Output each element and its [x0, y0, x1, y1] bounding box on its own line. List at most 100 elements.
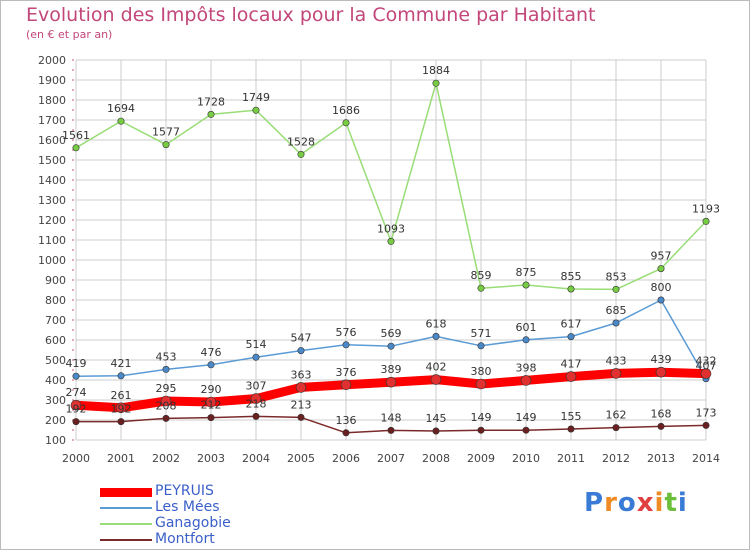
data-label: 1577	[152, 126, 180, 139]
data-label: 569	[381, 327, 402, 340]
data-point	[72, 418, 80, 426]
y-tick-label: 200	[45, 414, 66, 427]
data-point	[385, 376, 397, 388]
data-point	[522, 336, 530, 344]
data-point	[340, 379, 352, 391]
chart-subtitle: (en € et par an)	[26, 28, 113, 41]
data-label: 685	[606, 304, 627, 317]
legend-label: Les Mées	[155, 499, 220, 515]
data-point	[297, 347, 305, 355]
data-point	[567, 285, 575, 293]
data-point	[567, 425, 575, 433]
data-label: 453	[156, 350, 177, 363]
data-label: 1686	[332, 104, 360, 117]
data-label: 855	[561, 270, 582, 283]
data-label: 192	[111, 403, 132, 416]
data-label: 514	[246, 338, 267, 351]
data-label: 1694	[107, 102, 135, 115]
data-label: 859	[471, 269, 492, 282]
legend-label: Ganagobie	[155, 515, 231, 531]
data-point	[342, 429, 350, 437]
data-point	[205, 396, 217, 408]
x-tick-label: 2011	[557, 452, 585, 465]
data-label: 148	[381, 411, 402, 424]
data-point	[520, 375, 532, 386]
data-point	[295, 382, 307, 393]
legend-label: PEYRUIS	[155, 483, 214, 499]
data-point	[477, 342, 485, 350]
data-point	[115, 402, 127, 414]
data-label: 957	[651, 250, 672, 263]
y-tick-label: 800	[45, 294, 66, 307]
data-label: 389	[381, 363, 402, 376]
x-tick-label: 2002	[152, 452, 180, 465]
data-label: 363	[291, 368, 312, 381]
data-point	[522, 426, 530, 434]
x-tick-label: 2003	[197, 452, 225, 465]
data-label: 145	[426, 412, 447, 425]
data-label: 421	[111, 357, 132, 370]
data-point	[657, 265, 665, 273]
y-tick-label: 1300	[38, 194, 66, 207]
data-point	[657, 296, 665, 304]
y-tick-label: 900	[45, 274, 66, 287]
data-point	[162, 365, 170, 373]
data-point	[430, 374, 442, 385]
data-point	[117, 372, 125, 380]
chart-title: Evolution des Impôts locaux pour la Comm…	[26, 4, 596, 26]
line-chart: 100 200 300 400 500 600 700 800 900 1000 1100 1200 1…	[38, 54, 720, 465]
data-point	[432, 427, 440, 435]
data-label: 1749	[242, 91, 270, 104]
x-tick-label: 2010	[512, 452, 540, 465]
data-point	[297, 150, 305, 158]
data-point	[700, 368, 712, 379]
data-label: 407	[696, 360, 717, 373]
x-tick-label: 2004	[242, 452, 270, 465]
data-point	[702, 217, 710, 225]
data-point	[610, 368, 622, 379]
data-label: 218	[246, 397, 267, 410]
y-tick-label: 1600	[38, 134, 66, 147]
data-point	[70, 399, 82, 411]
data-point	[612, 319, 620, 327]
data-label: 149	[471, 411, 492, 424]
y-tick-label: 400	[45, 374, 66, 387]
y-tick-label: 1900	[38, 74, 66, 87]
data-label: 261	[111, 389, 132, 402]
data-point	[117, 117, 125, 125]
data-point	[432, 332, 440, 340]
data-label: 853	[606, 270, 627, 283]
data-label: 800	[651, 281, 672, 294]
data-label: 376	[336, 366, 357, 379]
data-point	[477, 426, 485, 434]
data-label: 432	[696, 355, 717, 368]
data-point	[387, 237, 395, 245]
data-label: 1528	[287, 135, 315, 148]
data-label: 162	[606, 409, 627, 422]
data-point	[567, 333, 575, 341]
data-point	[207, 414, 215, 422]
data-label: 417	[561, 358, 582, 371]
data-point	[522, 281, 530, 289]
legend-label: Montfort	[155, 531, 215, 547]
data-label: 380	[471, 365, 492, 378]
proxiti-logo: Proxiti	[584, 488, 688, 518]
x-tick-label: 2006	[332, 452, 360, 465]
data-point	[297, 413, 305, 421]
data-point	[252, 412, 260, 420]
legend-swatch	[100, 507, 152, 509]
y-tick-label: 1000	[38, 254, 66, 267]
legend-swatch	[100, 487, 152, 497]
data-label: 601	[516, 321, 537, 334]
y-tick-label: 1100	[38, 234, 66, 247]
x-tick-label: 2007	[377, 452, 405, 465]
y-tick-label: 1400	[38, 174, 66, 187]
data-point	[162, 141, 170, 149]
data-label: 295	[156, 382, 177, 395]
data-label: 1561	[62, 129, 90, 142]
data-label: 547	[291, 332, 312, 345]
data-label: 398	[516, 361, 537, 374]
data-label: 213	[291, 398, 312, 411]
data-point	[207, 110, 215, 118]
